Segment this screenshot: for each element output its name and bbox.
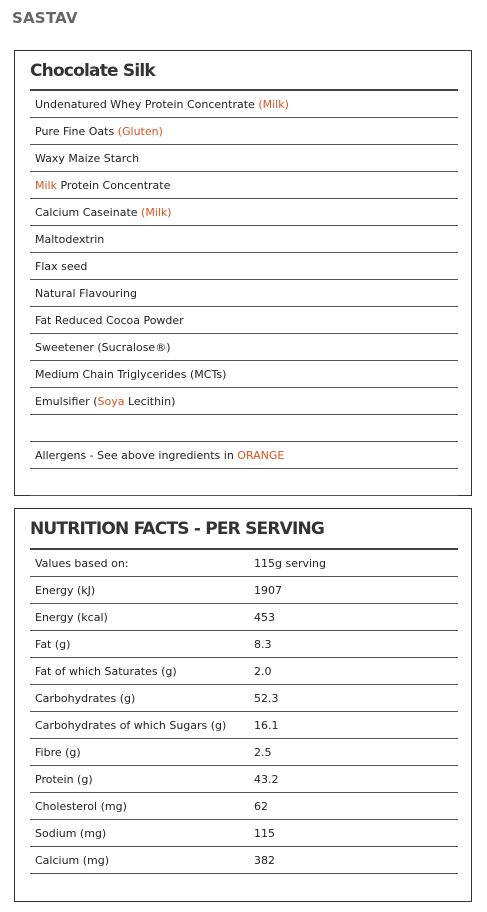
nutrition-title: NUTRITION FACTS - PER SERVING [30, 519, 325, 539]
nutrient-value: 453 [254, 610, 275, 624]
nutrition-panel: NUTRITION FACTS - PER SERVING Values bas… [14, 508, 472, 902]
nutrition-row: Cholesterol (mg) 62 [30, 793, 458, 820]
nutrition-row: Fibre (g) 2.5 [30, 739, 458, 766]
nutrient-value: 62 [254, 799, 268, 813]
ingredient-text: Pure Fine Oats [35, 124, 118, 138]
nutrient-label: Calcium (mg) [35, 853, 110, 867]
ingredient-row: Allergens - See above ingredients in ORA… [30, 442, 458, 469]
ingredient-text: Calcium Caseinate [35, 205, 142, 219]
ingredient-text: Undenatured Whey Protein Concentrate [35, 97, 259, 111]
nutrient-label: Carbohydrates of which Sugars (g) [35, 718, 227, 732]
allergen-text: ORANGE [237, 448, 285, 462]
ingredient-row: Maltodextrin [30, 226, 458, 253]
nutrient-label: Energy (kJ) [35, 583, 96, 597]
ingredient-text: Emulsifier ( [35, 394, 98, 408]
ingredient-text: Fat Reduced Cocoa Powder [35, 313, 184, 327]
nutrient-label: Sodium (mg) [35, 826, 107, 840]
nutrient-label: Fat (g) [35, 637, 71, 651]
nutrient-value: 2.0 [254, 664, 272, 678]
nutrient-value: 8.3 [254, 637, 272, 651]
nutrition-row: Protein (g) 43.2 [30, 766, 458, 793]
nutrition-row: Sodium (mg) 115 [30, 820, 458, 847]
ingredient-row: Undenatured Whey Protein Concentrate (Mi… [30, 91, 458, 118]
ingredient-row: Flax seed [30, 253, 458, 280]
nutrient-value: 382 [254, 853, 275, 867]
ingredient-row: Emulsifier (Soya Lecithin) [30, 388, 458, 415]
ingredient-row: Pure Fine Oats (Gluten) [30, 118, 458, 145]
nutrition-row: Energy (kJ) 1907 [30, 577, 458, 604]
nutrition-row: Fat of which Saturates (g) 2.0 [30, 658, 458, 685]
nutrient-value: 2.5 [254, 745, 272, 759]
nutrient-value: 43.2 [254, 772, 279, 786]
nutrition-row: Values based on: 115g serving [30, 550, 458, 577]
ingredients-title: Chocolate Silk [30, 61, 156, 81]
ingredient-text: Protein Concentrate [56, 178, 171, 192]
ingredient-text: Natural Flavouring [35, 286, 137, 300]
ingredient-row: Calcium Caseinate (Milk) [30, 199, 458, 226]
nutrient-value: 52.3 [254, 691, 279, 705]
allergen-text: (Gluten) [117, 124, 163, 138]
allergen-text: Soya [97, 394, 125, 408]
ingredient-text: Sweetener (Sucralose®) [35, 340, 171, 354]
ingredient-row: Waxy Maize Starch [30, 145, 458, 172]
ingredients-table: Undenatured Whey Protein Concentrate (Mi… [30, 89, 458, 496]
nutrition-row: Energy (kcal) 453 [30, 604, 458, 631]
ingredient-text: Lecithin) [124, 394, 176, 408]
ingredient-row: Sweetener (Sucralose®) [30, 334, 458, 361]
ingredient-row: Fat Reduced Cocoa Powder [30, 307, 458, 334]
nutrition-row: Carbohydrates of which Sugars (g) 16.1 [30, 712, 458, 739]
ingredient-row [30, 415, 458, 442]
nutrient-value: 1907 [254, 583, 282, 597]
allergen-text: (Milk) [258, 97, 289, 111]
nutrition-row: Carbohydrates (g) 52.3 [30, 685, 458, 712]
nutrient-label: Protein (g) [35, 772, 93, 786]
nutrient-label: Fibre (g) [35, 745, 81, 759]
nutrient-value: 115 [254, 826, 275, 840]
ingredient-text: Waxy Maize Starch [35, 151, 140, 165]
nutrition-row: Calcium (mg) 382 [30, 847, 458, 874]
nutrient-label: Energy (kcal) [35, 610, 108, 624]
nutrient-value: 16.1 [254, 718, 279, 732]
page-heading: SASTAV [12, 9, 78, 27]
ingredient-row: Natural Flavouring [30, 280, 458, 307]
nutrition-row: Fat (g) 8.3 [30, 631, 458, 658]
ingredient-row: Medium Chain Triglycerides (MCTs) [30, 361, 458, 388]
nutrient-value: 115g serving [254, 556, 327, 570]
ingredient-row: Milk Protein Concentrate [30, 172, 458, 199]
nutrient-label: Fat of which Saturates (g) [35, 664, 177, 678]
ingredient-text: Allergens - See above ingredients in [35, 448, 238, 462]
ingredient-row [30, 469, 458, 496]
ingredients-panel: Chocolate Silk Undenatured Whey Protein … [14, 50, 472, 496]
nutrient-label: Carbohydrates (g) [35, 691, 136, 705]
nutrient-label: Cholesterol (mg) [35, 799, 127, 813]
nutrient-label: Values based on: [35, 556, 129, 570]
ingredient-text: Medium Chain Triglycerides (MCTs) [35, 367, 227, 381]
ingredient-text: Maltodextrin [35, 232, 105, 246]
ingredient-text: Flax seed [35, 259, 88, 273]
nutrition-table: Values based on: 115g serving Energy (kJ) 1… [30, 548, 458, 874]
allergen-text: Milk [35, 178, 57, 192]
allergen-text: (Milk) [141, 205, 172, 219]
